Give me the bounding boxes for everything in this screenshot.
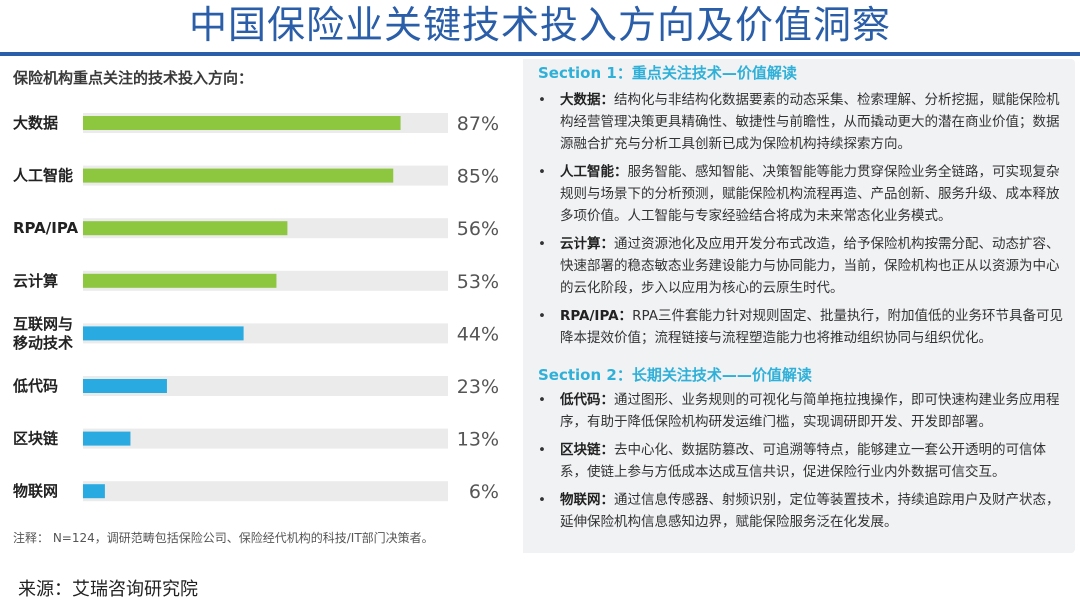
value-label: 56%: [457, 218, 499, 240]
chart-card: 保险机构重点关注的技术投入方向： 大数据 87% 人工智能 85% RPA/IPA 56%…: [5, 59, 523, 553]
item-text: 通过信息传感器、射频识别，定位等装置技术，持续追踪用户及财产状态，延伸保险机构信…: [560, 492, 1060, 530]
section-2-item-2: • 区块链：去中心化、数据防篡改、可追溯等特点，能够建立一套公开透明的可信体系，…: [538, 439, 1066, 483]
chart-heading: 保险机构重点关注的技术投入方向：: [13, 69, 254, 87]
category-label: 物联网: [13, 482, 58, 500]
bullet-dot: •: [538, 308, 546, 324]
item-text: 通过资源池化及应用开发分布式改造，给予保险机构按需分配、动态扩容、快速部署的稳态…: [560, 236, 1060, 296]
category-label: 低代码: [12, 377, 58, 395]
category-label: RPA/IPA: [13, 219, 78, 237]
section-2-title: Section 2：长期关注技术——价值解读: [538, 366, 812, 384]
bullet-dot: •: [538, 92, 546, 108]
item-text: 去中心化、数据防篡改、可追溯等特点，能够建立一套公开透明的可信体系，使链上参与方…: [560, 442, 1046, 480]
section-2-item-3: • 物联网：通过信息传感器、射频识别，定位等装置技术，持续追踪用户及财产状态，延…: [538, 489, 1066, 533]
item-name: RPA/IPA：: [560, 308, 633, 324]
bar-5: [83, 326, 244, 341]
item-text: 通过图形、业务规则的可视化与简单拖拉拽操作，即可快速构建业务应用程序，有助于降低…: [560, 392, 1060, 430]
bar-6: [83, 379, 167, 393]
bar-chart: 大数据 87% 人工智能 85% RPA/IPA 56% 云计算 53% 互联网与移动技术 44%…: [12, 113, 499, 503]
category-label: 人工智能: [13, 167, 73, 185]
section-1-item-4: • RPA/IPA：RPA三件套能力针对规则固定、批量执行，附加值低的业务环节具…: [538, 305, 1066, 349]
bullet-dot: •: [538, 236, 546, 252]
value-label: 6%: [469, 481, 499, 503]
item-name: 大数据：: [560, 92, 614, 108]
bar-4: [83, 273, 277, 288]
bar-8: [83, 484, 105, 499]
section-1-item-2: • 人工智能：服务智能、感知智能、决策智能等能力贯穿保险业务全链路，可实现复杂规…: [538, 161, 1066, 227]
source-note: 来源：艾瑞咨询研究院: [18, 579, 198, 600]
value-label: 87%: [457, 113, 499, 135]
section-1-item-3: • 云计算：通过资源池化及应用开发分布式改造，给予保险机构按需分配、动态扩容、快…: [538, 233, 1066, 299]
value-label: 44%: [457, 323, 499, 345]
bar-track: [83, 428, 448, 449]
section-2-item-1: • 低代码：通过图形、业务规则的可视化与简单拖拉拽操作，即可快速构建业务应用程序…: [538, 389, 1066, 433]
value-insights: Section 1：重点关注技术—价值解读 • 大数据：结构化与非结构化数据要素…: [538, 59, 1068, 553]
bullet-dot: •: [538, 392, 546, 408]
item-name: 区块链：: [560, 442, 614, 458]
footnote: 注释： N=124，调研范畴包括保险公司、保险经代机构的科技/IT部门决策者。: [13, 531, 434, 545]
value-label: 85%: [457, 166, 499, 188]
bullet-dot: •: [538, 164, 546, 180]
page-title: 中国保险业关键技术投入方向及价值洞察: [188, 3, 891, 47]
value-label: 13%: [457, 429, 499, 451]
bar-track: [83, 481, 448, 502]
item-text: 结构化与非结构化数据要素的动态采集、检索理解、分析挖掘，赋能保险机构经营管理决策…: [560, 92, 1060, 152]
bullet-dot: •: [538, 442, 546, 458]
bar-3: [83, 221, 288, 236]
item-text: 服务智能、感知智能、决策智能等能力贯穿保险业务全链路，可实现复杂规则与场景下的分…: [560, 164, 1060, 224]
bar-2: [83, 168, 394, 183]
item-name: 物联网：: [560, 492, 614, 508]
item-name: 低代码：: [560, 392, 614, 408]
category-label: 大数据: [13, 114, 58, 132]
bar-1: [83, 116, 401, 130]
bullet-dot: •: [538, 492, 546, 508]
section-1-title: Section 1：重点关注技术—价值解读: [538, 64, 797, 82]
content-panel: 保险机构重点关注的技术投入方向： 大数据 87% 人工智能 85% RPA/IPA 56%…: [5, 59, 1075, 553]
bar-track: [83, 376, 448, 396]
value-label: 53%: [457, 271, 499, 293]
item-name: 人工智能：: [560, 164, 628, 180]
item-text: RPA三件套能力针对规则固定、批量执行，附加值低的业务环节具备可见降本提效价值；…: [560, 308, 1063, 346]
item-name: 云计算：: [560, 236, 614, 252]
bar-7: [83, 431, 131, 446]
category-label: 云计算: [13, 272, 58, 290]
section-1-item-1: • 大数据：结构化与非结构化数据要素的动态采集、检索理解、分析挖掘，赋能保险机构…: [538, 89, 1066, 155]
value-label: 23%: [457, 376, 499, 398]
title-underline: [0, 52, 1080, 56]
category-label: 互联网与移动技术: [13, 315, 73, 352]
category-label: 区块链: [13, 430, 59, 448]
